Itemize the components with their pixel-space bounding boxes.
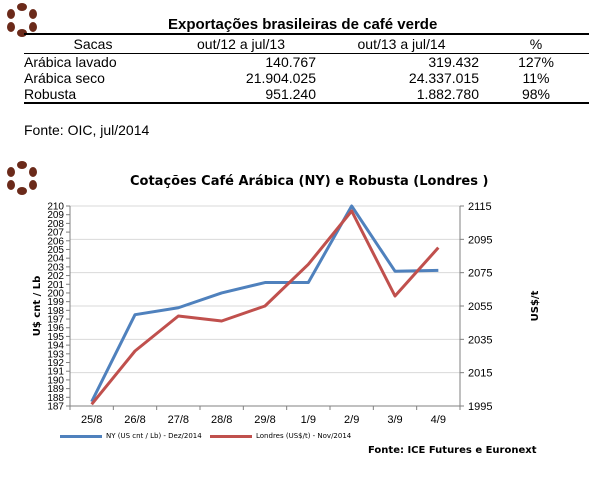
y-tick-label: 189 [47, 384, 64, 395]
coffee-beans-logo [4, 160, 40, 196]
cell-value: 951.240 [265, 86, 316, 102]
y2-tick-label: 2015 [468, 368, 492, 380]
table-source: Fonte: OIC, jul/2014 [24, 122, 150, 138]
column-header: out/13 a jul/14 [357, 36, 446, 52]
x-tick-label: 28/8 [211, 414, 232, 426]
y2-tick-label: 2075 [468, 268, 492, 280]
y-tick-label: 191 [47, 367, 64, 378]
y-axis-title: U$ cnt / Lb [32, 276, 43, 337]
x-tick-label: 25/8 [81, 414, 102, 426]
y-tick-label: 205 [47, 245, 64, 256]
table-title: Exportações brasileiras de café verde [168, 16, 438, 33]
exports-table: Sacas out/12 a jul/13 out/13 a jul/14 % … [24, 33, 589, 104]
row-label: Arábica lavado [24, 54, 117, 70]
y-tick-label: 194 [47, 341, 64, 352]
y-tick-label: 201 [47, 280, 64, 291]
y-tick-label: 195 [47, 332, 64, 343]
x-tick-label: 1/9 [301, 414, 316, 426]
y2-tick-label: 2095 [468, 234, 492, 246]
y2-tick-label: 2115 [468, 201, 492, 213]
x-tick-label: 4/9 [431, 414, 446, 426]
y-tick-label: 188 [47, 393, 64, 404]
legend-item-london: Londres (US$/t) - Nov/2014 [210, 432, 351, 440]
y-tick-label: 192 [47, 358, 64, 369]
y-tick-label: 209 [47, 210, 64, 221]
legend-label-ny: NY (US cnt / Lb) - Dez/2014 [106, 432, 202, 440]
cell-value: 21.904.025 [245, 70, 316, 86]
x-tick-label: 29/8 [254, 414, 275, 426]
y-tick-label: 208 [47, 219, 64, 230]
legend-swatch-ny [60, 434, 102, 438]
chart-title: Cotações Café Arábica (NY) e Robusta (Lo… [130, 174, 489, 189]
table-header-row: Sacas out/12 a jul/13 out/13 a jul/14 % [24, 34, 589, 54]
y-tick-label: 198 [47, 306, 64, 317]
series-line-london [90, 209, 440, 406]
cell-percent: 127% [518, 54, 554, 70]
y-tick-label: 196 [47, 323, 64, 334]
y2-tick-label: 1995 [468, 401, 492, 413]
x-tick-label: 3/9 [387, 414, 402, 426]
row-label: Arábica seco [24, 70, 105, 86]
coffee-beans-logo [4, 2, 40, 38]
y-tick-label: 197 [47, 315, 64, 326]
column-header: Sacas [73, 36, 113, 52]
cell-percent: 98% [521, 86, 551, 102]
cell-percent: 11% [522, 70, 550, 86]
y-tick-label: 207 [47, 228, 64, 239]
table-row: Robusta 951.240 1.882.780 98% [24, 86, 589, 103]
y-tick-label: 190 [47, 375, 64, 386]
legend-item-ny: NY (US cnt / Lb) - Dez/2014 [60, 432, 202, 440]
table-row: Arábica lavado 140.767 319.432 127% [24, 54, 589, 70]
y2-tick-label: 2055 [468, 301, 492, 313]
cell-value: 140.767 [265, 54, 316, 70]
cell-value: 24.337.015 [408, 70, 479, 86]
y-tick-label: 210 [47, 202, 64, 213]
y2-axis-title: US$/t [530, 290, 541, 321]
y-tick-label: 202 [47, 271, 64, 282]
column-header: % [529, 36, 543, 52]
y-tick-label: 187 [47, 402, 64, 413]
x-tick-label: 26/8 [124, 414, 145, 426]
legend-swatch-london [210, 434, 252, 438]
legend-label-london: Londres (US$/t) - Nov/2014 [256, 432, 352, 440]
cell-value: 1.882.780 [416, 86, 479, 102]
y-tick-label: 193 [47, 349, 64, 360]
series-line-ny [90, 204, 439, 403]
chart-source: Fonte: ICE Futures e Euronext [368, 445, 537, 456]
y-tick-label: 206 [47, 236, 64, 247]
cell-value: 319.432 [428, 54, 479, 70]
column-header: out/12 a jul/13 [197, 36, 285, 52]
y-tick-label: 203 [47, 262, 64, 273]
y-tick-label: 199 [47, 297, 64, 308]
y2-tick-label: 2035 [468, 334, 492, 346]
y-tick-label: 200 [47, 288, 64, 299]
table-row: Arábica seco 21.904.025 24.337.015 11% [24, 70, 589, 86]
row-label: Robusta [24, 86, 77, 102]
y-tick-label: 204 [47, 254, 64, 265]
x-tick-label: 27/8 [168, 414, 189, 426]
x-tick-label: 2/9 [344, 414, 359, 426]
